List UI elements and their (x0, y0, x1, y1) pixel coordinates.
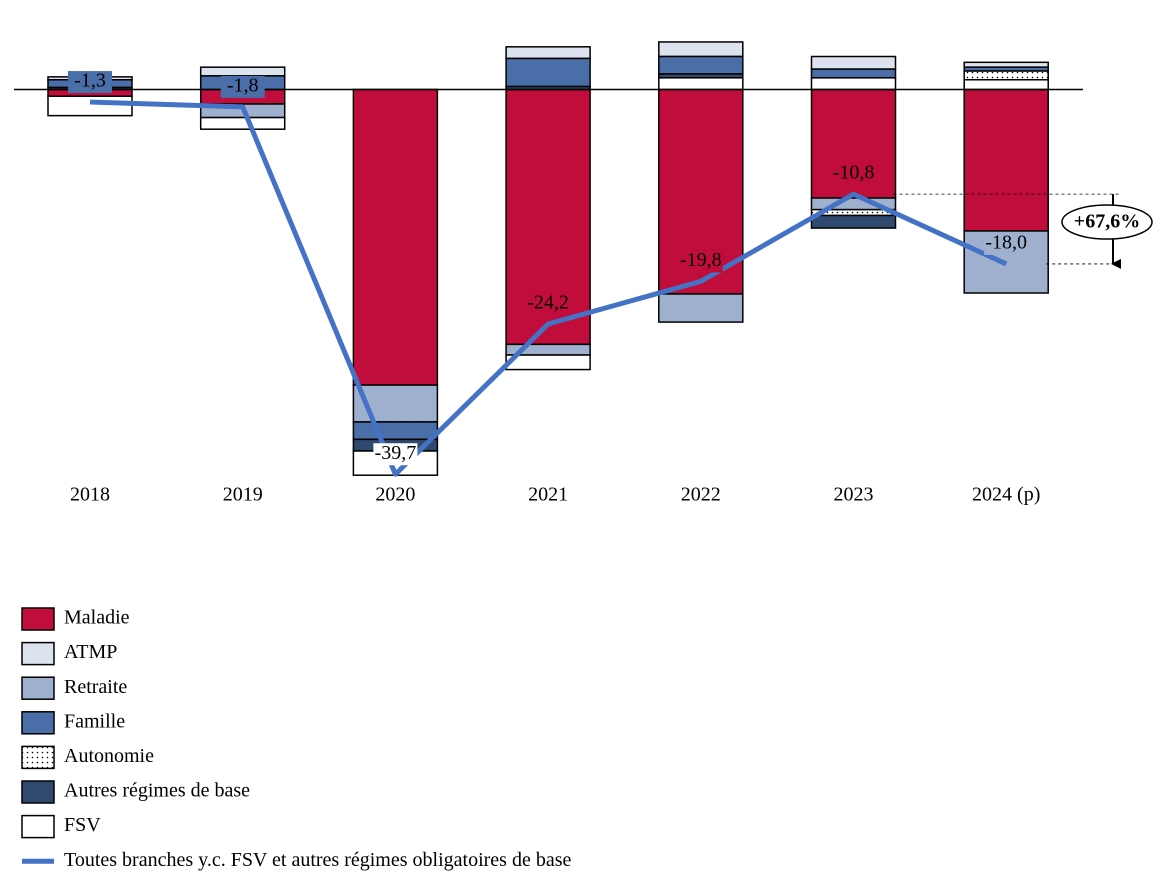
data-label: -18,0 (985, 232, 1027, 254)
x-tick-label: 2020 (375, 484, 415, 506)
data-label-bg (984, 232, 1029, 255)
bar-segment (47, 95, 133, 117)
data-label: -1,8 (227, 75, 259, 97)
data-label-bg (678, 250, 723, 273)
bar-segment (810, 77, 897, 91)
total-line (89, 99, 1008, 477)
x-tick-label: 2021 (528, 484, 568, 506)
data-label: -24,2 (527, 292, 569, 314)
bar-segment (658, 41, 744, 58)
bar-segment (505, 354, 591, 371)
legend-swatch (21, 641, 55, 666)
legend-label: Toutes branches y.c. FSV et autres régim… (64, 849, 571, 871)
legend-label: Autonomie (64, 745, 154, 767)
bar-segment (963, 70, 1049, 81)
bar-segment (505, 46, 591, 60)
legend-label: ATMP (64, 641, 117, 663)
bar-segment (810, 68, 897, 79)
data-label-bg (831, 163, 876, 186)
data-label: -19,8 (680, 249, 722, 271)
bar-segment (658, 77, 744, 91)
legend-label: Famille (64, 710, 125, 732)
legend-label: Maladie (64, 607, 130, 629)
data-label: -39,7 (375, 442, 417, 464)
bar-segment (199, 116, 286, 130)
legend-swatch (21, 780, 55, 804)
legend-swatch (21, 676, 55, 700)
legend-swatch (21, 607, 55, 631)
legend-swatch (21, 814, 55, 839)
data-label-bg (68, 71, 112, 94)
legend-swatch (21, 745, 55, 770)
annotation: +67,6% (1074, 211, 1140, 233)
bar-segment (810, 55, 897, 70)
x-tick-label: 2022 (681, 484, 721, 506)
annotation-bubble (1061, 204, 1153, 240)
bar-segment (810, 214, 897, 229)
x-tick-label: 2023 (834, 484, 874, 506)
bar-segment (658, 293, 744, 323)
x-tick-label: 2018 (70, 484, 110, 506)
legend-swatch (21, 711, 55, 735)
x-tick-label: 2024 (p) (972, 484, 1040, 506)
legend-label: Autres régimes de base (64, 780, 250, 802)
bar-segment (352, 88, 439, 386)
data-label-bg (526, 293, 571, 316)
legend-label: Retraite (64, 676, 127, 698)
bar-segment (658, 55, 744, 75)
data-label: -10,8 (833, 162, 875, 184)
data-label-bg (373, 443, 418, 466)
bar-segment (505, 57, 591, 88)
legend-label: FSV (64, 814, 101, 836)
x-tick-label: 2019 (223, 484, 263, 506)
data-label: -1,3 (74, 70, 106, 92)
bar-segment (352, 421, 439, 441)
bar-segment (963, 79, 1049, 91)
data-label-bg (220, 75, 265, 98)
bar-segment (963, 88, 1049, 232)
